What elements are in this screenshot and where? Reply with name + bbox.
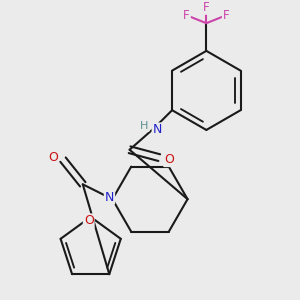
Text: F: F — [183, 9, 190, 22]
Text: N: N — [105, 191, 114, 204]
Text: O: O — [84, 214, 94, 227]
Text: F: F — [223, 9, 230, 22]
Text: N: N — [153, 124, 162, 136]
Text: O: O — [164, 153, 174, 166]
Text: H: H — [140, 121, 148, 131]
Text: F: F — [203, 1, 210, 14]
Text: O: O — [48, 151, 58, 164]
